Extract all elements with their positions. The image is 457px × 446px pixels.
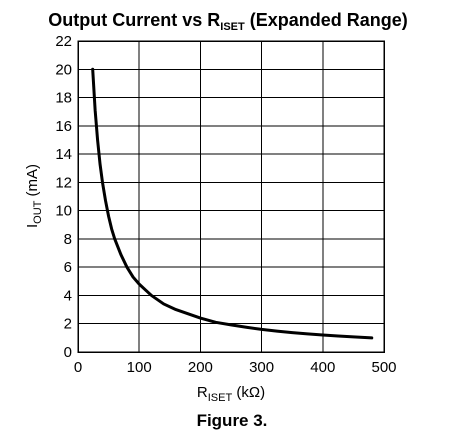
y-tick-label: 18 bbox=[55, 90, 72, 107]
y-tick-label: 4 bbox=[64, 287, 72, 304]
x-tick-label: 400 bbox=[310, 359, 335, 376]
series-line-0 bbox=[91, 67, 374, 340]
x-tick-label: 100 bbox=[127, 359, 152, 376]
y-tick-label: 10 bbox=[55, 203, 72, 220]
y-tick-label: 14 bbox=[55, 146, 72, 163]
tick-labels: 0 100 200 300 400 500 0 2 4 6 8 10 12 14 16 18 20 22 bbox=[55, 33, 396, 376]
y-tick-label: 22 bbox=[55, 33, 72, 50]
y-tick-label: 2 bbox=[64, 316, 72, 333]
x-tick-label: 0 bbox=[74, 359, 82, 376]
x-tick-label: 200 bbox=[188, 359, 213, 376]
y-tick-label: 12 bbox=[55, 174, 72, 191]
y-tick-label: 6 bbox=[64, 259, 72, 276]
x-axis-label: RISET (kΩ) bbox=[197, 384, 265, 404]
x-tick-label: 500 bbox=[371, 359, 396, 376]
y-tick-label: 20 bbox=[55, 61, 72, 78]
y-tick-label: 8 bbox=[64, 231, 72, 248]
y-tick-label: 16 bbox=[55, 118, 72, 135]
chart-title: Output Current vs RISET (Expanded Range) bbox=[48, 10, 408, 33]
plot-area-frame bbox=[77, 40, 385, 353]
y-tick-label: 0 bbox=[64, 344, 72, 361]
y-axis-label: IOUT (mA) bbox=[24, 164, 44, 228]
x-tick-label: 300 bbox=[249, 359, 274, 376]
figure-caption: Figure 3. bbox=[197, 411, 268, 430]
series-layer bbox=[91, 67, 374, 340]
grid bbox=[77, 40, 385, 353]
